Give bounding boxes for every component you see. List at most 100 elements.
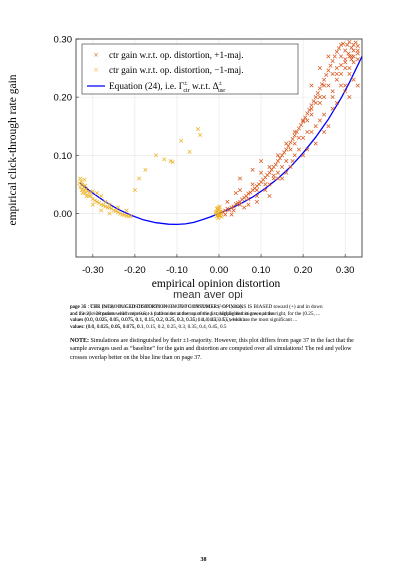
data-point-plus1: [263, 188, 268, 193]
data-point-plus1: [355, 51, 360, 56]
data-point-plus1: [343, 89, 348, 94]
data-point-plus1: [309, 106, 314, 111]
data-point-plus1: [315, 91, 320, 96]
data-point-plus1: [267, 193, 272, 199]
data-point-minus1: [82, 177, 87, 182]
data-point-minus1: [162, 157, 167, 162]
data-point-plus1: [280, 164, 285, 169]
data-point-plus1: [237, 176, 243, 181]
overlap-line: page 36 : THE INTRODUCED DISTORTION ON T…: [70, 304, 323, 310]
legend: × ctr gain w.r.t. op. distortion, +1-maj…: [81, 43, 299, 95]
overlapping-axis-label: mean aver opi: [173, 289, 243, 300]
data-point-plus1: [322, 112, 327, 117]
overlapping-caption-text: page 36 : THE INTRODUCED DISTORTION ON T…: [70, 304, 370, 330]
data-point-plus1: [237, 188, 243, 193]
data-point-minus1: [94, 199, 100, 204]
legend-entry-minus1: × ctr gain w.r.t. op. distortion, −1-maj…: [93, 65, 243, 76]
data-point-plus1: [334, 49, 339, 54]
points-layer: [77, 39, 360, 221]
data-point-minus1: [77, 181, 82, 186]
data-point-plus1: [292, 133, 297, 138]
data-point-minus1: [198, 132, 203, 137]
data-point-plus1: [284, 170, 289, 175]
data-point-plus1: [246, 202, 251, 207]
data-point-plus1: [343, 48, 348, 53]
data-point-plus1: [259, 170, 264, 175]
data-point-plus1: [317, 95, 322, 100]
data-point-plus1: [319, 82, 325, 87]
data-point-plus1: [296, 147, 301, 152]
data-point-plus1: [288, 164, 293, 169]
data-point-plus1: [338, 71, 344, 76]
data-point-minus1: [87, 190, 92, 195]
data-point-minus1: [78, 185, 83, 190]
data-point-plus1: [343, 60, 348, 65]
legend-label-plus1: ctr gain w.r.t. op. distortion, +1-maj.: [109, 51, 244, 61]
data-point-plus1: [242, 205, 247, 210]
data-point-plus1: [330, 59, 335, 64]
data-point-minus1: [217, 213, 222, 218]
data-point-plus1: [254, 188, 259, 193]
data-point-plus1: [317, 86, 322, 91]
data-point-plus1: [233, 202, 238, 207]
legend-entry-equation: Equation (24), i.e. Γ± ctr w.r.t. Δ± usr: [87, 81, 225, 94]
y-axis-label: empirical click-through rate gain: [7, 74, 19, 225]
data-point-minus1: [107, 211, 112, 216]
data-point-plus1: [250, 182, 255, 187]
data-point-plus1: [288, 147, 293, 152]
data-point-plus1: [330, 106, 335, 111]
data-point-plus1: [305, 118, 310, 123]
data-point-plus1: [246, 196, 251, 201]
data-point-minus1: [195, 127, 201, 132]
data-point-minus1: [187, 149, 192, 154]
legend-label-equation: Equation (24), i.e. Γ± ctr w.r.t. Δ± usr: [109, 81, 225, 94]
data-point-minus1: [90, 189, 95, 194]
data-point-plus1: [280, 176, 285, 181]
data-point-plus1: [275, 176, 280, 181]
data-point-plus1: [290, 136, 295, 142]
data-point-plus1: [275, 153, 280, 158]
legend-marker-minus1: ×: [93, 65, 98, 75]
data-point-plus1: [301, 135, 306, 140]
data-point-plus1: [313, 124, 318, 129]
data-point-minus1: [179, 138, 184, 143]
data-point-plus1: [225, 199, 230, 204]
overlap-ghost-line: values: (0.0, 0.025, 0.05, 0.075, 0.1: [70, 323, 144, 330]
data-point-plus1: [277, 156, 283, 161]
data-point-minus1: [137, 176, 142, 181]
legend-label-minus1: ctr gain w.r.t. op. distortion, −1-maj.: [109, 66, 244, 76]
data-point-plus1: [301, 153, 306, 158]
overlap-line: values (0.0, 0.025, 0.05, 0.075, 0.1, 0.…: [70, 317, 298, 323]
data-point-plus1: [334, 77, 339, 82]
x-axis-label: empirical opinion distortion: [152, 278, 281, 290]
data-point-plus1: [225, 206, 230, 211]
data-point-plus1: [292, 153, 297, 158]
data-point-plus1: [353, 40, 358, 45]
data-point-plus1: [305, 129, 310, 135]
data-point-minus1: [92, 198, 97, 203]
legend-box: [81, 43, 299, 95]
data-point-plus1: [301, 119, 306, 124]
data-point-plus1: [334, 100, 339, 105]
data-point-plus1: [347, 54, 352, 59]
page-number: 38: [200, 557, 207, 563]
data-point-plus1: [338, 42, 344, 47]
data-point-plus1: [263, 182, 268, 187]
note-paragraph: NOTE: Simulations are distinguished by t…: [70, 337, 370, 362]
data-point-minus1: [103, 199, 108, 204]
data-point-plus1: [322, 77, 327, 82]
data-point-plus1: [351, 60, 356, 65]
y-tick-label: 0.10: [54, 151, 73, 162]
data-point-plus1: [326, 83, 331, 88]
data-point-plus1: [338, 83, 344, 88]
data-point-plus1: [355, 48, 360, 53]
data-point-minus1: [153, 153, 158, 158]
data-point-plus1: [231, 208, 236, 213]
data-point-plus1: [292, 141, 297, 146]
data-point-minus1: [214, 214, 219, 219]
data-point-plus1: [338, 54, 344, 59]
data-point-plus1: [246, 191, 251, 196]
data-point-plus1: [343, 57, 348, 62]
data-point-minus1: [116, 205, 121, 210]
data-point-minus1: [90, 202, 95, 207]
